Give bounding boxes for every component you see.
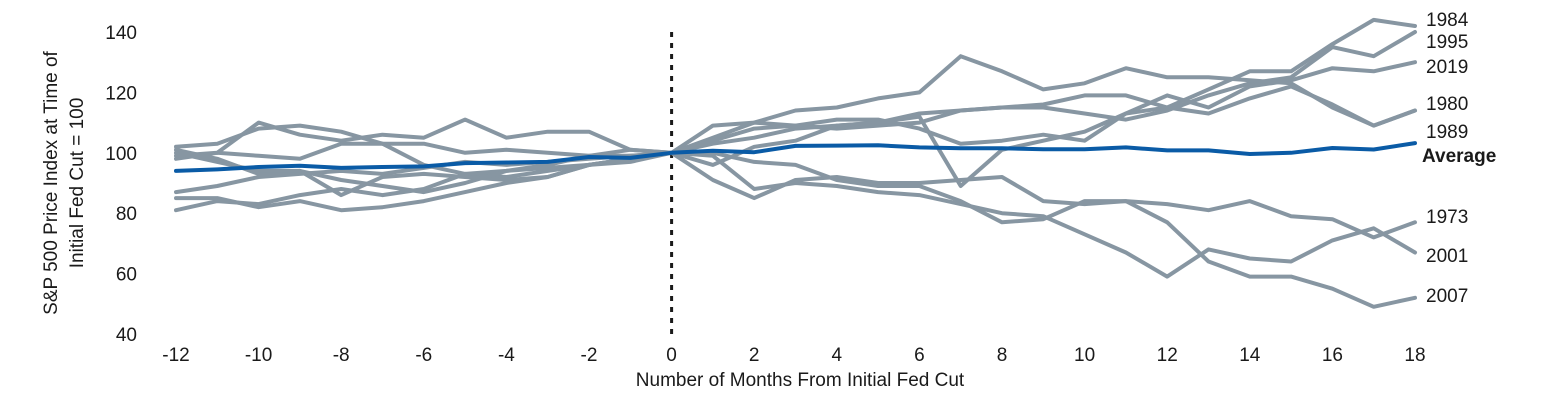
x-tick-label: 0 — [666, 345, 677, 366]
x-axis-ticks: -12 -10 -8 -6 -4 -2 0 2 4 6 8 10 12 14 16 18 — [162, 345, 1425, 366]
series-label-2007: 2007 — [1426, 286, 1468, 307]
y-axis-ticks: 40 60 80 100 120 140 — [105, 23, 137, 346]
y-tick-label: 140 — [105, 23, 137, 44]
x-tick-label: 12 — [1157, 345, 1178, 366]
x-tick-label: -10 — [245, 345, 272, 366]
y-tick-label: 40 — [116, 325, 137, 346]
y-tick-label: 60 — [116, 265, 137, 286]
y-tick-label: 80 — [116, 204, 137, 225]
x-tick-label: -8 — [333, 345, 350, 366]
series-line-1995 — [174, 30, 1417, 195]
x-tick-label: 8 — [997, 345, 1008, 366]
x-tick-label: 4 — [832, 345, 843, 366]
series-line-1973 — [174, 117, 1417, 240]
x-tick-label: -6 — [415, 345, 432, 366]
x-tick-label: 10 — [1074, 345, 1095, 366]
series-label-2019: 2019 — [1426, 57, 1468, 78]
x-tick-label: -2 — [581, 345, 598, 366]
series-label-1984: 1984 — [1426, 10, 1469, 31]
series-label-1995: 1995 — [1426, 32, 1468, 53]
y-tick-label: 100 — [105, 144, 137, 165]
x-tick-label: -12 — [162, 345, 189, 366]
series-label-2001: 2001 — [1426, 246, 1468, 267]
series-line-average — [174, 141, 1417, 173]
y-axis-title-line: Initial Fed Cut = 100 — [67, 98, 88, 269]
series-line-2007 — [174, 150, 1417, 309]
x-tick-label: 2 — [749, 345, 760, 366]
series-lines — [174, 17, 1417, 309]
x-tick-label: 16 — [1322, 345, 1343, 366]
series-line-2019 — [174, 60, 1417, 179]
y-axis-title-line: S&P 500 Price Index at Time of — [41, 50, 62, 314]
series-label-1989: 1989 — [1426, 122, 1468, 143]
y-axis-title: S&P 500 Price Index at Time of Initial Fe… — [41, 50, 88, 314]
series-label-1973: 1973 — [1426, 207, 1468, 228]
series-line-1989 — [174, 54, 1417, 213]
x-tick-label: 6 — [914, 345, 925, 366]
series-label-average: Average — [1422, 146, 1496, 167]
series-label-1980: 1980 — [1426, 94, 1468, 115]
series-line-2001 — [174, 147, 1417, 279]
x-tick-label: 18 — [1404, 345, 1425, 366]
x-axis-title: Number of Months From Initial Fed Cut — [636, 370, 965, 391]
x-tick-label: 14 — [1239, 345, 1261, 366]
x-tick-label: -4 — [498, 345, 515, 366]
series-line-1980 — [174, 84, 1417, 213]
y-tick-label: 120 — [105, 83, 137, 104]
